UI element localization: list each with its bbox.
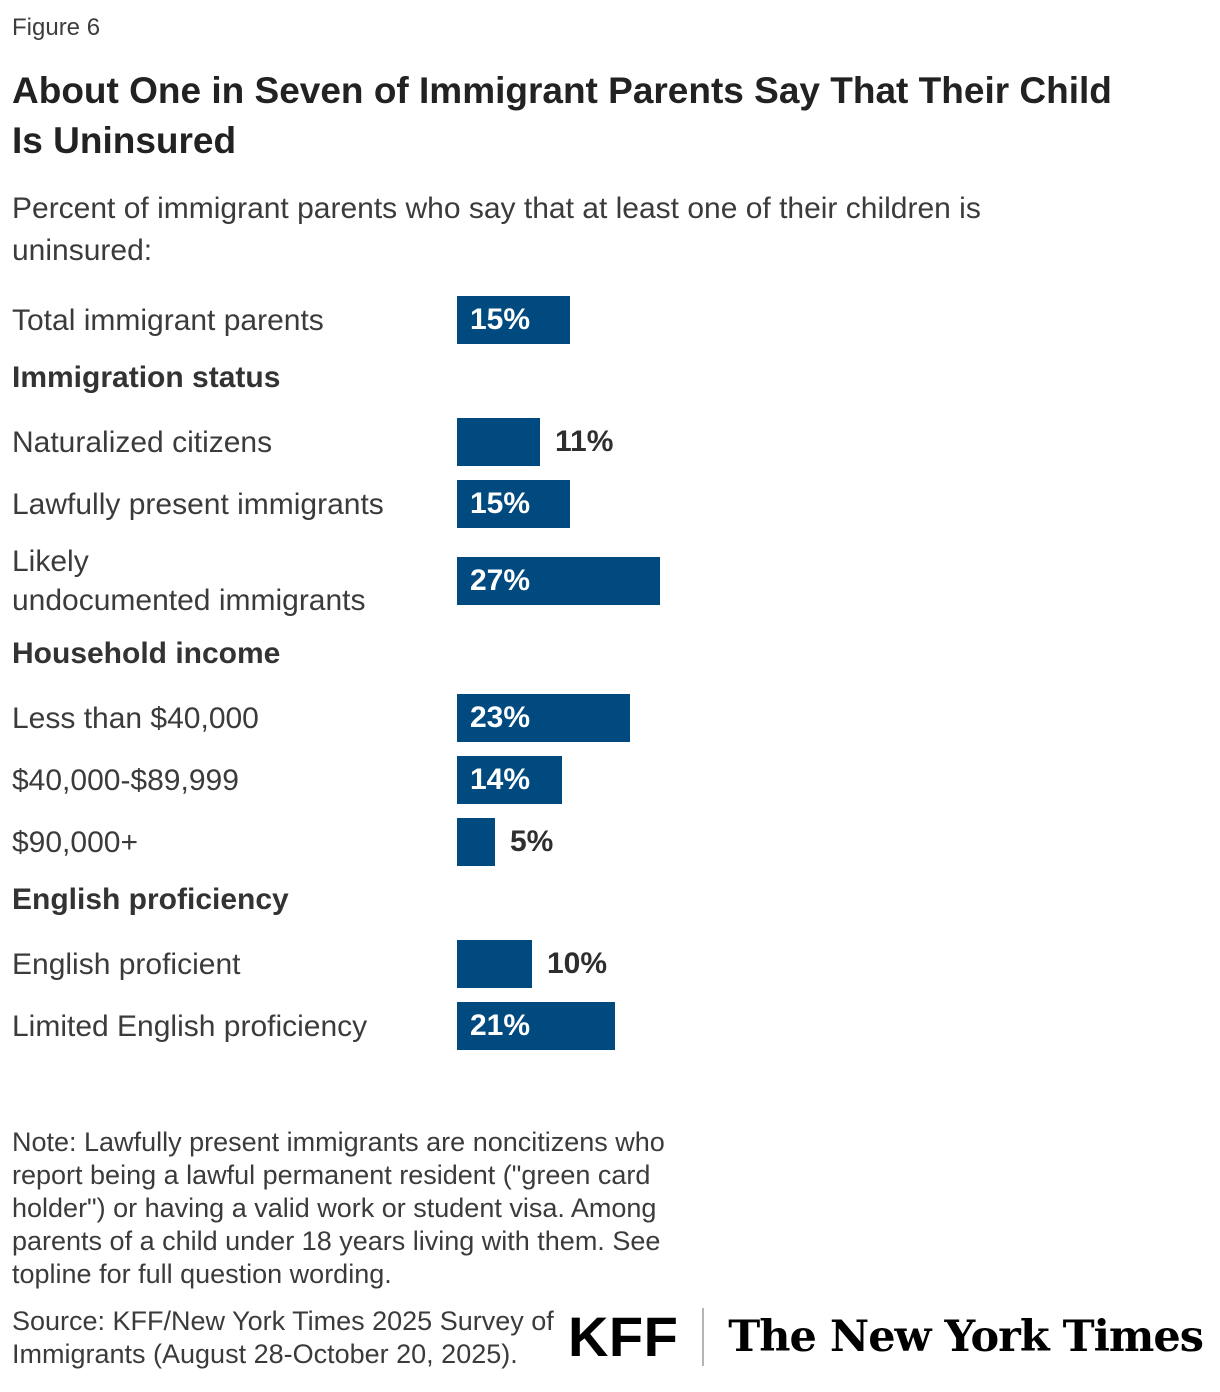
chart-title: About One in Seven of Immigrant Parents … [12, 70, 1112, 161]
bar-row: Less than $40,000 23% [12, 694, 1208, 742]
note-text: Note: Lawfully present immigrants are no… [12, 1127, 665, 1289]
chart-subtitle: Percent of immigrant parents who say tha… [12, 192, 981, 267]
bar-value: 14% [470, 763, 531, 796]
bar-area: 27% [457, 557, 660, 605]
bar: 23% [457, 694, 630, 742]
bar: 21% [457, 1002, 615, 1050]
chart-footer: Note: Lawfully present immigrants are no… [12, 1126, 1208, 1371]
bar [457, 940, 532, 988]
figure-label: Figure 6 [12, 14, 101, 41]
logos: KFF The New York Times [567, 1304, 1204, 1369]
bar-value: 11% [555, 425, 614, 458]
bar-row: Lawfully present immigrants 15% [12, 480, 1208, 528]
bar-area: 15% [457, 480, 570, 528]
bar-row: English proficient 10% [12, 940, 1208, 988]
kff-logo: KFF [567, 1305, 679, 1368]
row-label: Less than $40,000 [12, 701, 259, 735]
bar-area: 5% [457, 818, 553, 866]
bar-row: Naturalized citizens 11% [12, 418, 1208, 466]
nyt-logo: The New York Times [728, 1311, 1204, 1362]
logo-divider [702, 1307, 705, 1366]
bar-area: 11% [457, 418, 613, 466]
bar [457, 818, 495, 866]
bar-chart: Total immigrant parents 15% Immigration st… [12, 296, 1208, 1050]
bar: 14% [457, 756, 562, 804]
source-text: Source: KFF/New York Times 2025 Survey o… [12, 1306, 554, 1369]
row-label: Naturalized citizens [12, 425, 273, 459]
bar: 15% [457, 480, 570, 528]
group-header: Immigration status [12, 361, 281, 394]
bar-value: 21% [470, 1009, 531, 1042]
bar-value: 15% [470, 303, 531, 336]
bar [457, 418, 540, 466]
row-label: Limited English proficiency [12, 1009, 368, 1043]
bar-value: 5% [510, 825, 554, 858]
row-label: English proficient [12, 947, 241, 981]
group-header: English proficiency [12, 883, 289, 916]
bar-area: 23% [457, 694, 630, 742]
bar-row: Likely undocumented immigrants 27% [12, 542, 1208, 620]
bar-area: 21% [457, 1002, 615, 1050]
group-header: Household income [12, 637, 281, 670]
row-label: $40,000-$89,999 [12, 763, 239, 797]
bar-value: 15% [470, 487, 531, 520]
bar-row: Total immigrant parents 15% [12, 296, 1208, 344]
bar: 27% [457, 557, 660, 605]
bar-value: 10% [547, 947, 608, 980]
bar: 15% [457, 296, 570, 344]
bar-row: $40,000-$89,999 14% [12, 756, 1208, 804]
bar-area: 15% [457, 296, 570, 344]
bar-value: 27% [470, 564, 531, 597]
bar-value: 23% [470, 701, 531, 734]
bar-area: 10% [457, 940, 607, 988]
row-label: Lawfully present immigrants [12, 487, 384, 521]
bar-row: Limited English proficiency 21% [12, 1002, 1208, 1050]
row-label: Likely undocumented immigrants [12, 545, 366, 617]
row-label: $90,000+ [12, 825, 138, 859]
bar-row: $90,000+ 5% [12, 818, 1208, 866]
row-label: Total immigrant parents [12, 303, 324, 337]
bar-area: 14% [457, 756, 562, 804]
